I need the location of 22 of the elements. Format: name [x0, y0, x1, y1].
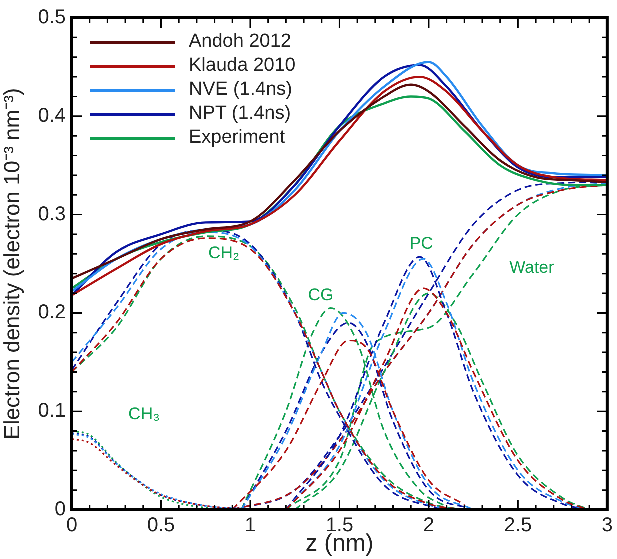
y-tick-label: 0.2	[38, 302, 66, 324]
annotation: CH₃	[128, 404, 160, 424]
y-tick-label: 0	[54, 498, 66, 521]
y-axis-title: Electron density (electron 10⁻³ nm⁻³)	[0, 88, 24, 440]
y-tick-label: 0.3	[38, 203, 66, 226]
annotation: PC	[410, 234, 434, 254]
annotation: CH₂	[208, 243, 240, 262]
x-tick-label: 1	[244, 514, 256, 537]
y-tick-label: 0.4	[38, 104, 66, 127]
x-tick-label: 2.5	[504, 514, 532, 537]
legend-label: Andoh 2012	[189, 31, 292, 53]
annotation: CG	[308, 286, 334, 305]
legend-label: Experiment	[189, 127, 286, 149]
legend-label: NPT (1.4ns)	[189, 103, 292, 125]
legend-label: Klauda 2010	[189, 55, 296, 77]
y-tick-label: 0.5	[38, 6, 66, 29]
x-tick-label: 0.5	[147, 514, 176, 537]
legend-label: NVE (1.4ns)	[189, 79, 292, 101]
y-tick-label: 0.1	[38, 400, 66, 422]
x-tick-label: 2	[423, 514, 435, 537]
x-tick-label: 3	[602, 514, 613, 537]
annotation: Water	[510, 258, 555, 278]
